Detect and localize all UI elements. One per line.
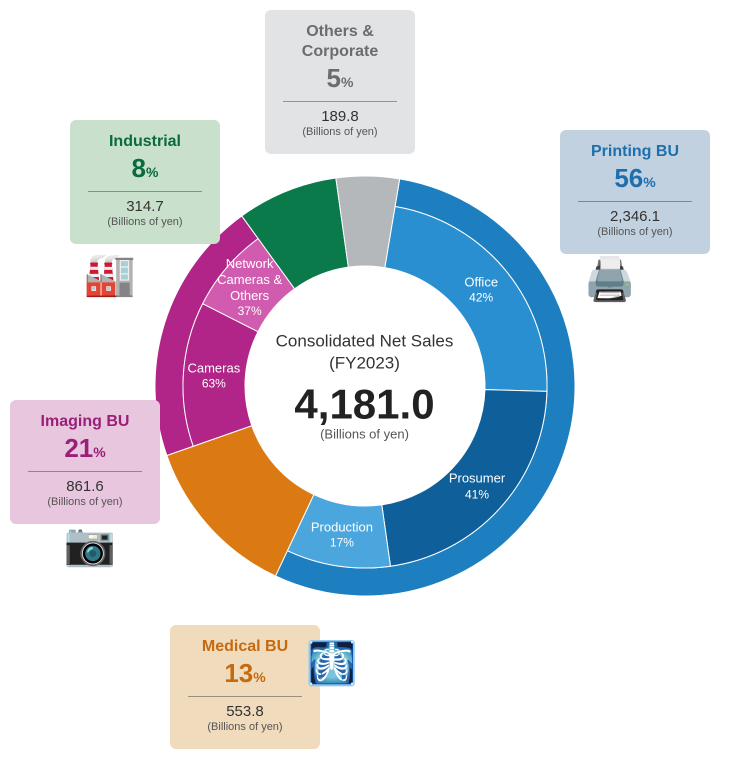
callout-pct: 13% <box>178 657 312 690</box>
callout-industrial: Industrial8% 314.7(Billions of yen) <box>70 120 220 244</box>
callout-printing-bu: Printing BU56% 2,346.1(Billions of yen) <box>560 130 710 254</box>
callout-unit: (Billions of yen) <box>18 496 152 510</box>
product-icon: 📷 <box>64 521 116 570</box>
callout-unit: (Billions of yen) <box>78 216 212 230</box>
callout-name: Medical BU <box>178 637 312 657</box>
callout-name: Industrial <box>78 132 212 152</box>
callout-value: 861.6 <box>18 478 152 497</box>
callout-value: 189.8 <box>273 108 407 127</box>
callout-unit: (Billions of yen) <box>178 721 312 735</box>
callout-name: Printing BU <box>568 142 702 162</box>
product-icon: 🏭 <box>84 251 136 300</box>
callout-pct: 56% <box>568 162 702 195</box>
callout-unit: (Billions of yen) <box>568 226 702 240</box>
callout-pct: 8% <box>78 152 212 185</box>
callout-value: 553.8 <box>178 703 312 722</box>
callout-pct: 21% <box>18 432 152 465</box>
callout-imaging-bu: Imaging BU21% 861.6(Billions of yen) <box>10 400 160 524</box>
callout-pct: 5% <box>273 62 407 95</box>
callout-name: Imaging BU <box>18 412 152 432</box>
callout-name: Others &Corporate <box>273 22 407 62</box>
callout-unit: (Billions of yen) <box>273 126 407 140</box>
callout-others-corporate: Others &Corporate5% 189.8(Billions of yen… <box>265 10 415 154</box>
callout-medical-bu: Medical BU13% 553.8(Billions of yen) <box>170 625 320 749</box>
subsegment-0-0 <box>384 206 546 391</box>
callout-value: 2,346.1 <box>568 208 702 227</box>
callout-value: 314.7 <box>78 198 212 217</box>
